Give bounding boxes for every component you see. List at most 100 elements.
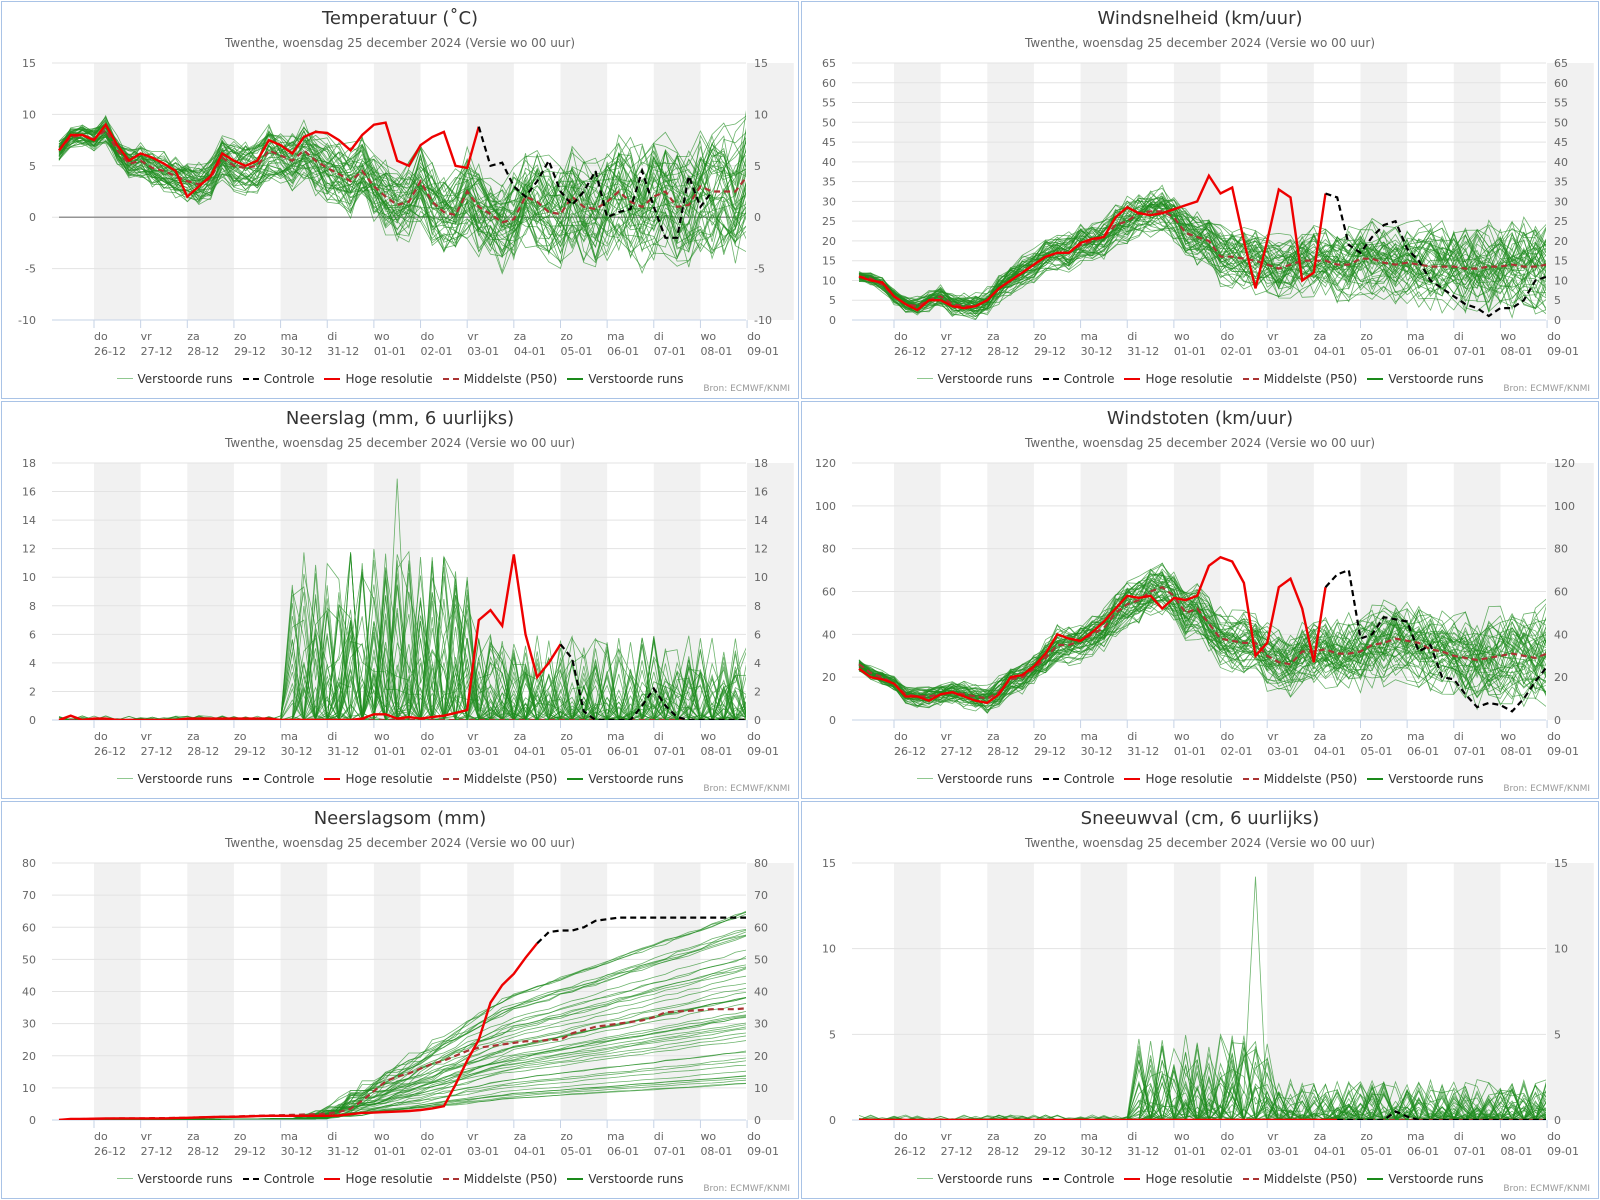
x-tick-dow: do bbox=[421, 330, 435, 343]
legend-item[interactable]: Hoge resolutie bbox=[1124, 372, 1233, 386]
ensemble-member-line bbox=[858, 197, 1546, 310]
x-tick-dow: zo bbox=[560, 730, 573, 743]
x-tick-dow: di bbox=[1127, 1130, 1137, 1143]
legend-item[interactable]: Controle bbox=[242, 372, 314, 386]
control-line bbox=[1324, 568, 1546, 713]
legend-item[interactable]: Verstoorde runs bbox=[567, 1172, 683, 1186]
x-tick-dow: do bbox=[1547, 1130, 1561, 1143]
legend-label: Controle bbox=[263, 1172, 315, 1186]
x-tick-date: 08-01 bbox=[700, 745, 732, 758]
ensemble-member-line bbox=[59, 603, 746, 720]
chart-title: Neerslagsom (mm) bbox=[313, 808, 487, 829]
legend-item[interactable]: Middelste (P50) bbox=[1242, 372, 1357, 386]
legend-item[interactable]: Hoge resolutie bbox=[1124, 1172, 1233, 1186]
legend-item[interactable]: Verstoorde runs bbox=[1367, 372, 1483, 386]
ensemble-member-line bbox=[858, 1041, 1546, 1120]
legend-item[interactable]: Verstoorde runs bbox=[916, 1172, 1033, 1186]
legend-item[interactable]: Verstoorde runs bbox=[116, 772, 233, 786]
legend-item[interactable]: Verstoorde runs bbox=[916, 372, 1033, 386]
y-tick-label-right: 40 bbox=[1554, 156, 1568, 169]
legend-label: Hoge resolutie bbox=[345, 372, 433, 386]
legend-item[interactable]: Middelste (P50) bbox=[442, 372, 557, 386]
x-tick-date: 07-01 bbox=[1454, 345, 1486, 358]
legend-swatch-icon bbox=[1367, 377, 1384, 380]
legend-swatch-icon bbox=[116, 1178, 133, 1179]
ensemble-member-line bbox=[858, 597, 1546, 706]
day-band bbox=[987, 863, 1034, 1120]
control-line bbox=[1325, 192, 1546, 318]
ensemble-member-line bbox=[858, 213, 1546, 313]
y-tick-label-right: 40 bbox=[754, 986, 768, 999]
legend-item[interactable]: Verstoorde runs bbox=[567, 372, 683, 386]
y-tick-label-left: 15 bbox=[822, 255, 836, 268]
y-tick-label-left: 5 bbox=[29, 160, 36, 173]
y-tick-label-left: 60 bbox=[822, 586, 836, 599]
x-tick-date: 04-01 bbox=[1314, 1145, 1346, 1158]
legend-item[interactable]: Verstoorde runs bbox=[1367, 772, 1483, 786]
y-tick-label-right: 4 bbox=[754, 657, 761, 670]
day-band bbox=[1080, 63, 1128, 320]
y-tick-label-right: 0 bbox=[754, 714, 761, 727]
legend-item[interactable]: Hoge resolutie bbox=[324, 372, 433, 386]
x-tick-dow: vr bbox=[1267, 730, 1279, 743]
day-band bbox=[747, 63, 794, 320]
legend-item[interactable]: Controle bbox=[1042, 372, 1115, 386]
legend-swatch-icon bbox=[324, 777, 341, 780]
legend-item[interactable]: Verstoorde runs bbox=[916, 772, 1033, 786]
legend-label: Verstoorde runs bbox=[137, 1172, 233, 1186]
x-tick-date: 26-12 bbox=[94, 345, 126, 358]
chart-subtitle: Twenthe, woensdag 25 december 2024 (Vers… bbox=[1024, 436, 1376, 450]
legend-label: Verstoorde runs bbox=[588, 1172, 684, 1186]
legend-item[interactable]: Verstoorde runs bbox=[567, 772, 683, 786]
x-tick-date: 08-01 bbox=[1500, 345, 1532, 358]
legend-item[interactable]: Controle bbox=[242, 1172, 315, 1186]
source-credit: Bron: ECMWF/KNMI bbox=[1503, 784, 1590, 794]
x-tick-dow: do bbox=[747, 330, 761, 343]
y-tick-label-right: 10 bbox=[1554, 943, 1568, 956]
x-tick-dow: za bbox=[514, 330, 527, 343]
legend-item[interactable]: Verstoorde runs bbox=[116, 1172, 233, 1186]
legend-item[interactable]: Controle bbox=[242, 772, 314, 786]
y-tick-label-right: 8 bbox=[754, 600, 761, 613]
x-tick-dow: za bbox=[187, 330, 200, 343]
ensemble-member-line bbox=[858, 218, 1546, 317]
legend-item[interactable]: Middelste (P50) bbox=[442, 772, 557, 786]
ensemble-member-line bbox=[858, 568, 1546, 696]
legend-item[interactable]: Controle bbox=[1042, 1172, 1114, 1186]
y-tick-label-left: 35 bbox=[822, 176, 836, 189]
x-tick-date: 05-01 bbox=[1360, 745, 1392, 758]
x-tick-dow: za bbox=[1314, 1130, 1327, 1143]
ensemble-member-line bbox=[858, 571, 1546, 701]
legend-item[interactable]: Verstoorde runs bbox=[116, 372, 233, 386]
legend-item[interactable]: Hoge resolutie bbox=[324, 772, 433, 786]
legend-swatch-icon bbox=[1367, 777, 1384, 780]
x-tick-dow: za bbox=[987, 330, 1000, 343]
legend-item[interactable]: Middelste (P50) bbox=[442, 1172, 557, 1186]
legend-swatch-icon bbox=[916, 778, 933, 779]
legend-item[interactable]: Controle bbox=[1042, 772, 1114, 786]
legend-item[interactable]: Hoge resolutie bbox=[324, 1172, 433, 1186]
x-tick-dow: vr bbox=[941, 1130, 953, 1143]
ensemble-member-line bbox=[59, 575, 746, 720]
legend-swatch-icon bbox=[1367, 1177, 1384, 1180]
x-tick-dow: za bbox=[1314, 330, 1327, 343]
legend-item[interactable]: Hoge resolutie bbox=[1124, 772, 1233, 786]
legend-swatch-icon bbox=[1242, 377, 1259, 380]
x-tick-dow: za bbox=[187, 1130, 200, 1143]
legend-item[interactable]: Middelste (P50) bbox=[1242, 1172, 1357, 1186]
legend-item[interactable]: Verstoorde runs bbox=[1367, 1172, 1483, 1186]
y-tick-label-right: 15 bbox=[1554, 255, 1568, 268]
chart-panel-precip: Neerslag (mm, 6 uurlijks) Twenthe, woensd… bbox=[1, 401, 799, 799]
legend-label: Controle bbox=[1063, 372, 1115, 386]
day-band bbox=[893, 863, 941, 1120]
x-tick-dow: zo bbox=[560, 330, 573, 343]
legend-item[interactable]: Middelste (P50) bbox=[1242, 772, 1357, 786]
legend: Verstoorde runs Controle Hoge resolutie Mid… bbox=[802, 772, 1598, 786]
ensemble-member-line bbox=[59, 560, 746, 720]
x-tick-dow: za bbox=[514, 1130, 527, 1143]
series-group bbox=[58, 910, 746, 1120]
ensemble-member-line bbox=[58, 124, 746, 247]
chart-panel-temp: Temperatuur (˚C) Twenthe, woensdag 25 dec… bbox=[1, 1, 799, 399]
y-tick-label-left: 30 bbox=[822, 195, 836, 208]
ensemble-member-line bbox=[859, 1064, 1546, 1120]
